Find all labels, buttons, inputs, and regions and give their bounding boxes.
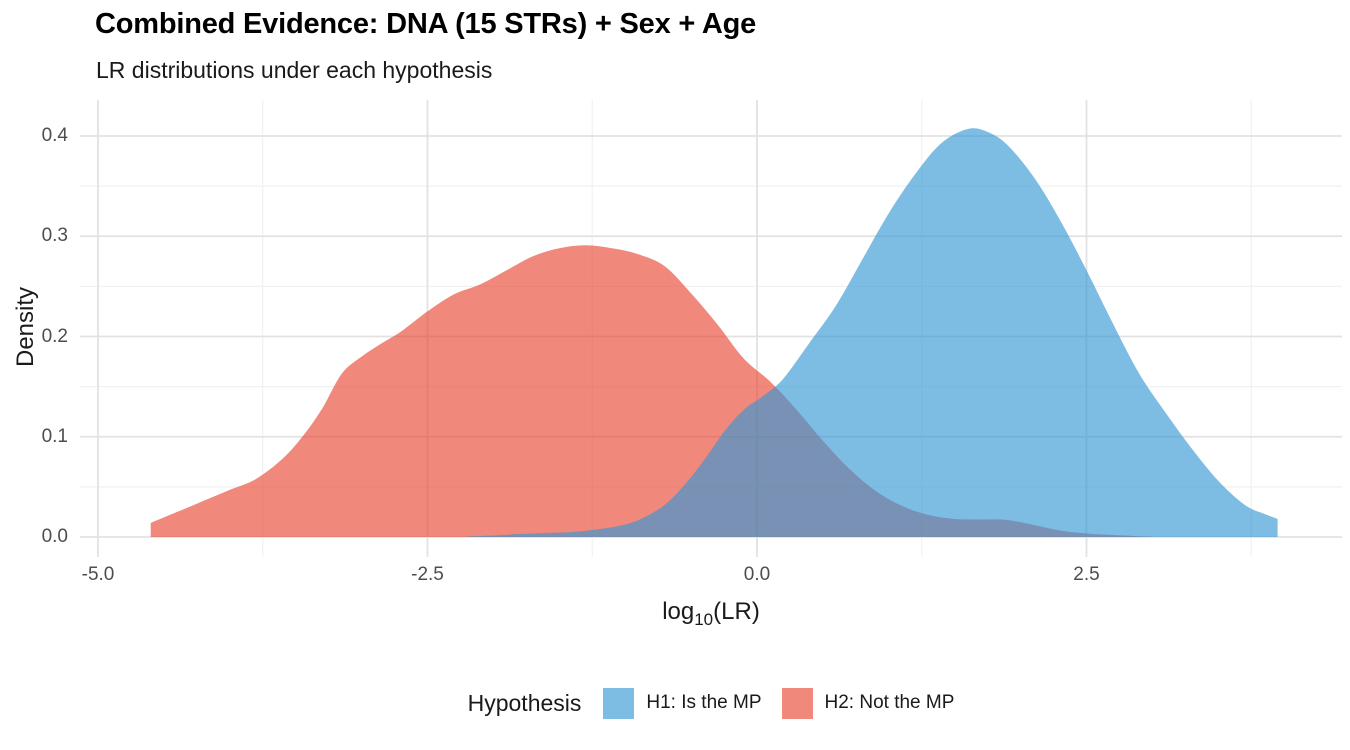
x-axis-title-subscript: 10 <box>694 609 714 629</box>
x-axis-title: log10(LR) <box>80 598 1342 630</box>
legend: Hypothesis H1: Is the MP H2: Not the MP <box>80 682 1342 724</box>
legend-title: Hypothesis <box>467 689 582 716</box>
x-tick-label: -5.0 <box>81 564 115 585</box>
legend-item-h2: H2: Not the MP <box>781 687 955 719</box>
y-tick-label: 0.3 <box>41 225 68 247</box>
legend-swatch-icon <box>603 687 635 719</box>
x-tick-label: 0.0 <box>743 564 771 585</box>
x-axis-title-post: (LR) <box>713 598 760 625</box>
chart-title: Combined Evidence: DNA (15 STRs) + Sex +… <box>95 8 757 40</box>
y-tick-label: 0.1 <box>41 425 68 447</box>
y-tick-label: 0.0 <box>41 526 68 547</box>
density-area-h1 <box>467 128 1278 537</box>
legend-swatch-icon <box>781 687 813 719</box>
x-axis-title-pre: log <box>662 598 695 625</box>
legend-label: H2: Not the MP <box>824 692 955 713</box>
y-axis-title: Density <box>12 286 39 368</box>
density-area-h2 <box>150 245 1153 538</box>
chart-subtitle: LR distributions under each hypothesis <box>96 57 493 83</box>
y-tick-label: 0.2 <box>41 325 68 347</box>
y-tick-label: 0.4 <box>41 125 68 146</box>
legend-item-h1: H1: Is the MP <box>603 687 762 719</box>
legend-label: H1: Is the MP <box>646 692 762 713</box>
x-tick-label: 2.5 <box>1073 564 1100 585</box>
x-tick-label: -2.5 <box>411 564 444 585</box>
